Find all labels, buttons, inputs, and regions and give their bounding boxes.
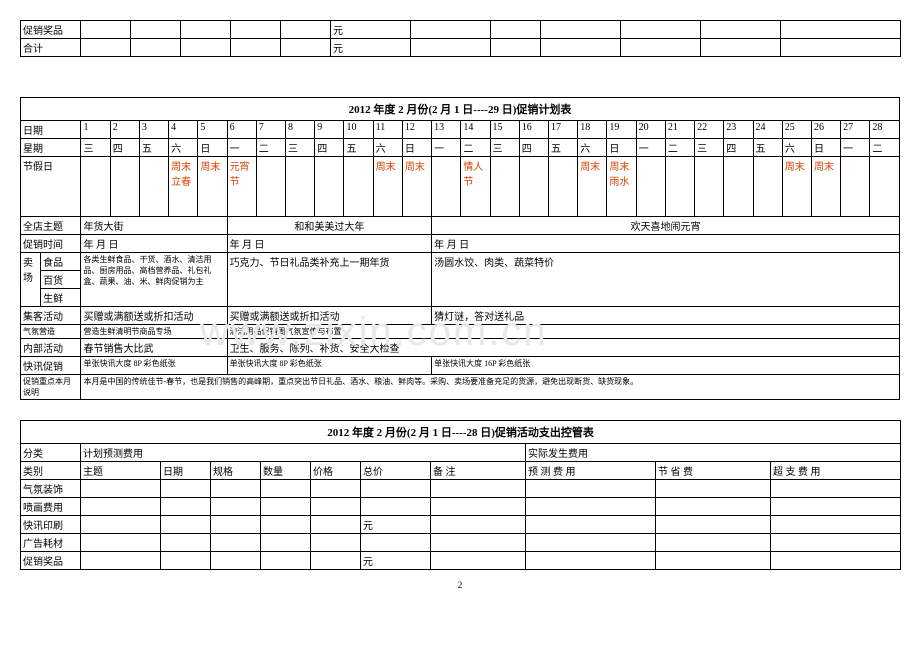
cell-yuan: 元 [331,39,411,57]
expense-title: 2012 年度 2 月份(2 月 1 日----28 日)促销活动支出控管表 [21,421,901,444]
holiday-label: 节假日 [21,157,81,217]
theme-label: 全店主题 [21,217,81,235]
date-row: 日期 12345 678910 1112131415 1617181920 21… [21,121,900,139]
week-label: 星期 [21,139,81,157]
cell-label: 促销奖品 [21,21,81,39]
plan-title: 2012 年度 2 月份(2 月 1 日----29 日)促销计划表 [21,98,900,121]
cell-yuan: 元 [331,21,411,39]
holiday-row: 节假日 周末立春周末 元宵节 周末周末 情人节 周末周末雨水 周末周末 [21,157,900,217]
expense-table: 2012 年度 2 月份(2 月 1 日----28 日)促销活动支出控管表 分… [20,420,901,570]
page-number: 2 [20,580,900,590]
date-label: 日期 [21,121,81,139]
sell-vert-label: 卖场 [21,253,41,307]
top-remainder-table: 促销奖品 元 合计 元 [20,20,901,57]
promo-time-label: 促销时间 [21,235,81,253]
cell-label: 合计 [21,39,81,57]
week-row: 星期 三四五六日 一二三四五 六日一二三 四五六日一 二三四五六 日一二 [21,139,900,157]
plan-table: 2012 年度 2 月份(2 月 1 日----29 日)促销计划表 日期 12… [20,97,900,400]
